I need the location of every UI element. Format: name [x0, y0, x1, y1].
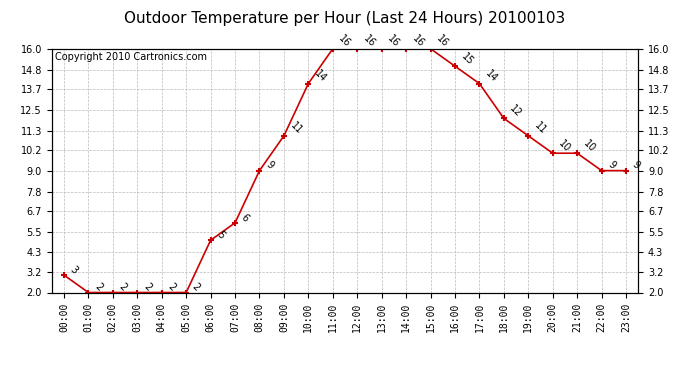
Text: 16: 16: [362, 34, 377, 50]
Text: 14: 14: [313, 69, 328, 84]
Text: 2: 2: [190, 282, 201, 293]
Text: 11: 11: [288, 121, 304, 136]
Text: 14: 14: [484, 69, 500, 84]
Text: Copyright 2010 Cartronics.com: Copyright 2010 Cartronics.com: [55, 53, 207, 62]
Text: 12: 12: [508, 103, 524, 119]
Text: 11: 11: [533, 121, 548, 136]
Text: 9: 9: [264, 160, 275, 171]
Text: 9: 9: [630, 160, 642, 171]
Text: 2: 2: [117, 282, 128, 293]
Text: 16: 16: [411, 34, 426, 50]
Text: 5: 5: [215, 230, 226, 241]
Text: 10: 10: [581, 138, 597, 154]
Text: 3: 3: [68, 264, 79, 276]
Text: 2: 2: [166, 282, 177, 293]
Text: 16: 16: [337, 34, 353, 50]
Text: 2: 2: [141, 282, 153, 293]
Text: 15: 15: [459, 51, 475, 67]
Text: 16: 16: [386, 34, 402, 50]
Text: 2: 2: [92, 282, 104, 293]
Text: 16: 16: [435, 34, 451, 50]
Text: Outdoor Temperature per Hour (Last 24 Hours) 20100103: Outdoor Temperature per Hour (Last 24 Ho…: [124, 11, 566, 26]
Text: 6: 6: [239, 212, 250, 223]
Text: 10: 10: [557, 138, 573, 154]
Text: 9: 9: [606, 160, 617, 171]
